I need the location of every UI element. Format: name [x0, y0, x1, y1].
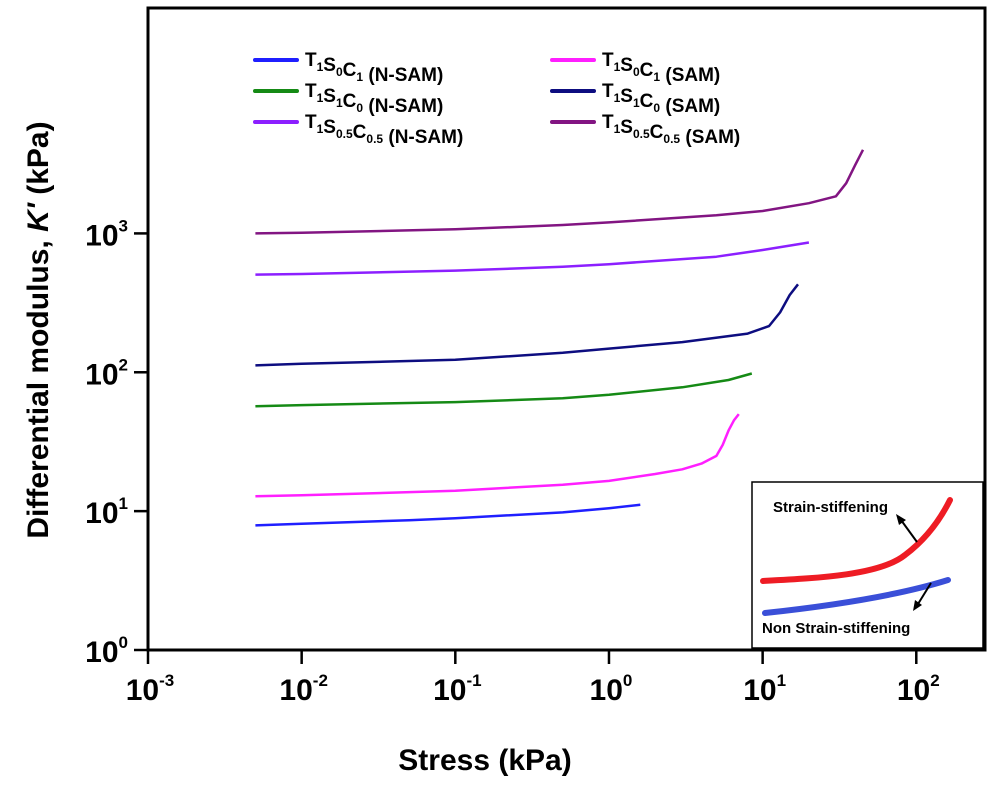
inset-arrowhead-upper: [896, 514, 906, 525]
y-tick-label-1: 101: [85, 494, 128, 530]
inset-label-non-strain-stiffening: Non Strain-stiffening: [762, 620, 910, 637]
inset: Strain-stiffening Non Strain-stiffening: [751, 481, 984, 649]
inset-label-strain-stiffening: Strain-stiffening: [773, 499, 888, 516]
legend: T1S0C1 (N-SAM) T1S0C1 (SAM) T1S1C0 (N-SAM)…: [253, 50, 740, 148]
legend-label-1: T1S0C1 (SAM): [602, 50, 720, 86]
inset-arrow-upper: [900, 519, 918, 543]
x-axis: 10-3 10-2 10-1 100 101 102: [126, 650, 940, 707]
plot-frame: [146, 6, 987, 652]
series-layer: [255, 149, 865, 527]
inset-arrowhead-lower: [913, 600, 922, 611]
legend-label-2: T1S1C0 (N-SAM): [305, 81, 443, 117]
series-line-4: [255, 241, 810, 276]
x-tick-label-3: 100: [590, 671, 633, 707]
y-axis: 100 101 102 103: [85, 216, 148, 669]
y-tick-label-3: 103: [85, 216, 128, 252]
x-tick-label-2: 10-1: [433, 671, 482, 707]
inset-arrow-lower: [917, 582, 932, 605]
series-line-1: [255, 413, 740, 498]
x-tick-label-5: 102: [897, 671, 940, 707]
legend-label-3: T1S1C0 (SAM): [602, 81, 720, 117]
y-tick-label-0: 100: [85, 633, 128, 669]
y-tick-label-2: 102: [85, 355, 128, 391]
legend-label-5: T1S0.5C0.5 (SAM): [602, 112, 740, 148]
x-axis-label: Stress (kPa): [398, 744, 571, 777]
legend-label-4: T1S0.5C0.5 (N-SAM): [305, 112, 463, 148]
series-line-3: [255, 283, 799, 367]
legend-label-0: T1S0C1 (N-SAM): [305, 50, 443, 86]
series-line-0: [255, 503, 641, 527]
y-axis-label: Differential modulus, K' (kPa): [22, 121, 55, 538]
series-line-5: [255, 149, 865, 235]
inset-strain-stiffening-curve: [760, 497, 953, 584]
x-tick-label-4: 101: [743, 671, 786, 707]
x-tick-label-0: 10-3: [126, 671, 175, 707]
series-line-2: [255, 372, 753, 408]
x-tick-label-1: 10-2: [279, 671, 328, 707]
